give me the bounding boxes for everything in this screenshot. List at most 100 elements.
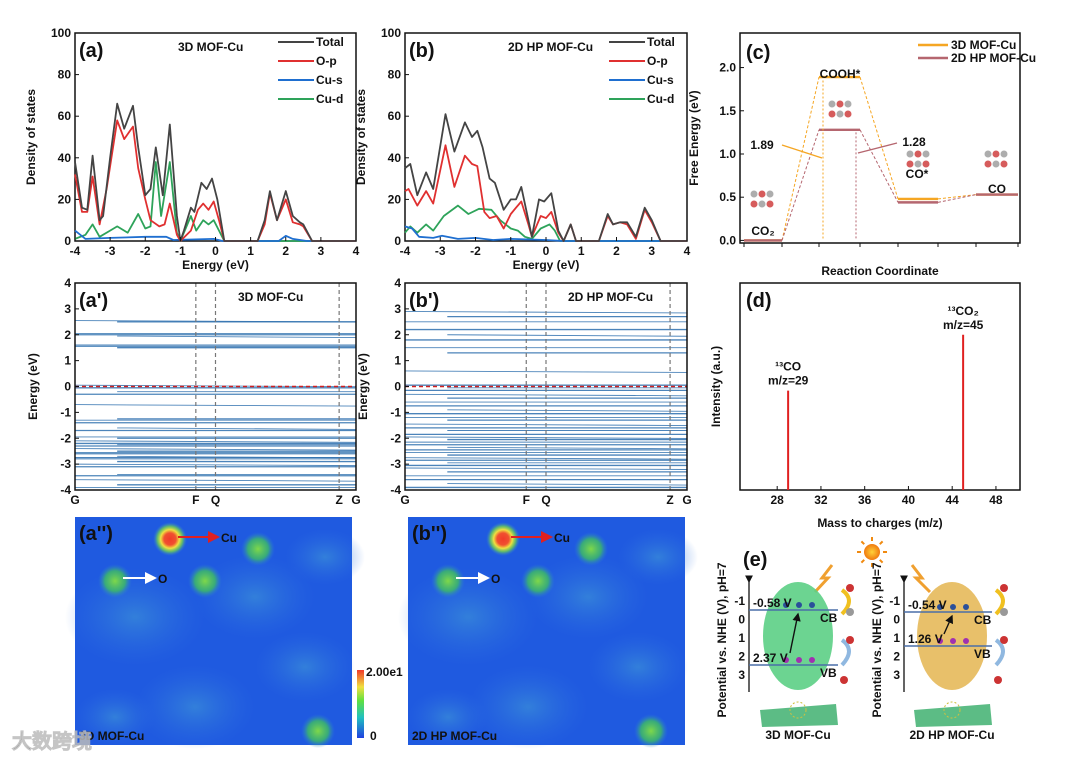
cu-density-peak xyxy=(153,522,187,556)
colorbar-min-label: 0 xyxy=(370,729,377,743)
hole xyxy=(937,638,943,644)
co2-reduction-arrow xyxy=(994,588,1005,616)
o-density-peak xyxy=(634,714,668,748)
y-tick-label: 20 xyxy=(388,192,402,206)
hole xyxy=(950,638,956,644)
density-haze xyxy=(135,665,255,749)
density-haze xyxy=(618,529,698,585)
potential-tick-label: 0 xyxy=(893,613,900,627)
y-axis-label: Energy (eV) xyxy=(356,353,370,420)
potential-tick-label: 1 xyxy=(893,631,900,645)
peak-label: ¹³CO xyxy=(775,360,801,374)
y-tick-label: 1 xyxy=(394,354,401,368)
legend-label: 2D HP MOF-Cu xyxy=(951,51,1036,65)
y-tick-label: 40 xyxy=(388,151,402,165)
potential-tick-label: 1 xyxy=(738,631,745,645)
mof-sheet xyxy=(914,704,992,727)
x-tick-label: 44 xyxy=(946,493,960,507)
electron xyxy=(963,604,969,610)
o-density-peak xyxy=(431,564,465,598)
h2o-molecule xyxy=(840,676,848,684)
y-tick-label: 20 xyxy=(58,192,72,206)
energy-connector xyxy=(859,76,899,200)
energy-connector xyxy=(859,129,899,203)
density-haze xyxy=(588,632,688,702)
legend-label: Total xyxy=(316,35,344,49)
y-tick-label: 0 xyxy=(64,380,71,394)
h2o-molecule xyxy=(994,676,1002,684)
x-axis-label: Energy (eV) xyxy=(182,258,249,272)
scheme-caption: 2D HP MOF-Cu xyxy=(909,728,994,742)
vb-label: VB xyxy=(974,647,991,661)
band-line xyxy=(74,440,357,443)
cb-potential-label: -0.54 V xyxy=(908,598,947,612)
vb-potential-label: 1.26 V xyxy=(908,632,943,646)
series-cu-s-line xyxy=(404,225,687,242)
potential-tick-label: -1 xyxy=(734,594,745,608)
kpoint-label: G xyxy=(70,493,79,507)
o2-molecule xyxy=(846,636,854,644)
zoom-circle xyxy=(789,701,807,719)
molecule-atom xyxy=(992,150,1000,158)
molecule-atom xyxy=(836,100,844,108)
y-tick-label: 60 xyxy=(388,109,402,123)
energy-connector xyxy=(937,194,977,203)
annotation-pointer-3d xyxy=(781,144,823,159)
series-cu-d-line xyxy=(404,204,687,242)
lightning-icon xyxy=(813,564,834,594)
y-tick-label: -3 xyxy=(60,457,71,471)
kpoint-label: G xyxy=(351,493,360,507)
molecule-atom xyxy=(914,160,922,168)
panel-label: (b) xyxy=(409,40,435,62)
x-axis-label: Energy (eV) xyxy=(513,258,580,272)
band-scheme-left xyxy=(745,575,854,727)
molecule-atom xyxy=(1000,150,1008,158)
band-line xyxy=(447,409,688,412)
legend-label: Cu-s xyxy=(647,73,674,87)
x-tick-label: 3 xyxy=(318,244,325,258)
o-label: O xyxy=(491,572,500,586)
x-tick-label: 4 xyxy=(684,244,691,258)
density-haze xyxy=(255,632,355,702)
y-tick-label: 3 xyxy=(64,302,71,316)
x-axis-label: Reaction Coordinate xyxy=(821,264,939,278)
o-density-peak xyxy=(98,564,132,598)
map-caption: 3D MOF-Cu xyxy=(79,729,144,743)
panel-label: (a') xyxy=(79,290,108,312)
molecule-atom xyxy=(828,100,836,108)
band-line xyxy=(117,427,357,430)
y-tick-label: 4 xyxy=(394,276,401,290)
molecule-atom xyxy=(984,160,992,168)
y-tick-label: -4 xyxy=(60,483,71,497)
x-tick-label: 36 xyxy=(858,493,872,507)
band-line xyxy=(447,334,688,337)
y-tick-label: -4 xyxy=(390,483,401,497)
map-caption: 2D HP MOF-Cu xyxy=(412,729,497,743)
legend-label: O-p xyxy=(647,54,668,68)
kpoint-label: F xyxy=(523,493,530,507)
x-tick-label: 32 xyxy=(814,493,828,507)
co2-reduction-arrow xyxy=(840,588,851,616)
y-tick-label: -2 xyxy=(390,431,401,445)
density-haze xyxy=(408,689,488,745)
o-density-peak xyxy=(521,564,555,598)
o-density-peak xyxy=(301,714,335,748)
y-tick-label: 1.5 xyxy=(719,104,736,118)
electron xyxy=(950,604,956,610)
y-tick-label: 80 xyxy=(388,68,402,82)
y-tick-label: -2 xyxy=(60,431,71,445)
x-tick-label: 2 xyxy=(613,244,620,258)
y-axis-label: Density of states xyxy=(24,89,38,185)
legend-label: O-p xyxy=(316,54,337,68)
legend-label: Cu-d xyxy=(647,92,674,106)
colorbar-max-label: 2.00e1 xyxy=(366,665,403,679)
x-tick-label: -2 xyxy=(140,244,151,258)
y-tick-label: -1 xyxy=(390,405,401,419)
y-tick-label: 3 xyxy=(394,302,401,316)
hole xyxy=(796,657,802,663)
panel-title: 2D HP MOF-Cu xyxy=(568,290,653,304)
mass-spectrum-frame xyxy=(739,282,1021,491)
y-axis-label: Free Energy (eV) xyxy=(687,90,701,185)
free-energy-frame xyxy=(739,32,1021,244)
y-tick-label: 4 xyxy=(64,276,71,290)
